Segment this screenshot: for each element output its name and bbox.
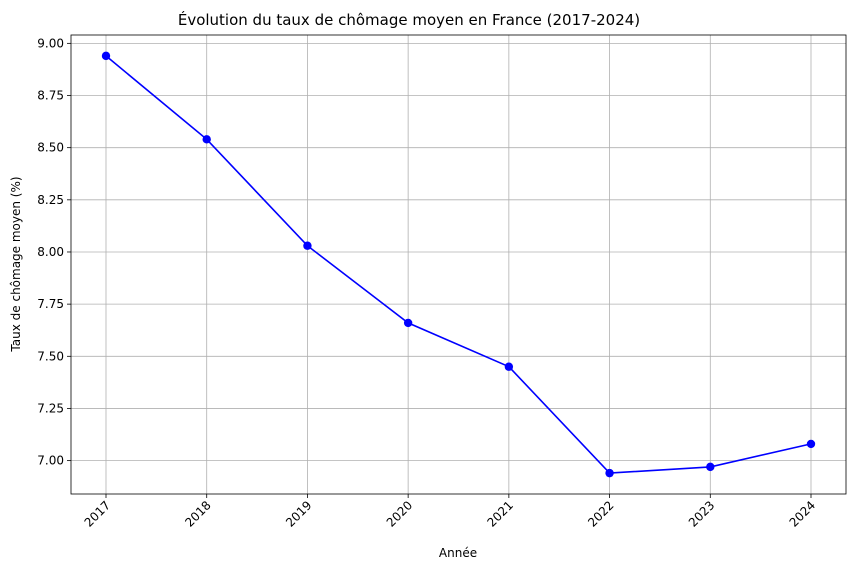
x-tick-label: 2020: [384, 498, 415, 529]
x-tick-label: 2019: [283, 498, 314, 529]
x-tick-label: 2023: [686, 498, 717, 529]
y-axis-label: Taux de chômage moyen (%): [9, 176, 23, 352]
x-tick-label: 2018: [182, 498, 213, 529]
x-tick-label: 2021: [484, 498, 515, 529]
data-point: [706, 462, 715, 472]
series-line: [105, 55, 812, 474]
data-point: [303, 241, 312, 250]
data-point: [101, 51, 111, 61]
data-point: [806, 439, 816, 449]
y-tick-label: 8.25: [37, 193, 64, 207]
data-point: [403, 318, 413, 328]
y-tick-label: 7.25: [37, 401, 64, 415]
y-tick-label: 9.00: [37, 36, 64, 50]
data-point: [605, 468, 614, 478]
y-tick-label: 8.00: [37, 245, 64, 259]
grid: [71, 35, 846, 494]
x-tick-label: 2017: [82, 498, 113, 529]
x-tick-label: 2024: [787, 498, 818, 529]
y-tick-label: 8.75: [37, 89, 64, 103]
data-point: [504, 362, 514, 371]
y-tick-label: 7.50: [37, 349, 64, 363]
axis-ticks: 2017 2018 2019 2020 2021 2022 2023 2024 7.00 7.25…: [37, 36, 818, 529]
data-point: [202, 135, 211, 144]
y-tick-label: 7.00: [37, 454, 64, 468]
y-tick-label: 8.50: [37, 141, 64, 155]
y-tick-label: 7.75: [37, 297, 64, 311]
chart-title: Évolution du taux de chômage moyen en Fr…: [178, 10, 640, 29]
series-group: [101, 51, 816, 478]
x-tick-label: 2022: [585, 498, 616, 529]
plot-area-frame: [70, 34, 847, 495]
x-axis-label: Année: [439, 546, 477, 560]
